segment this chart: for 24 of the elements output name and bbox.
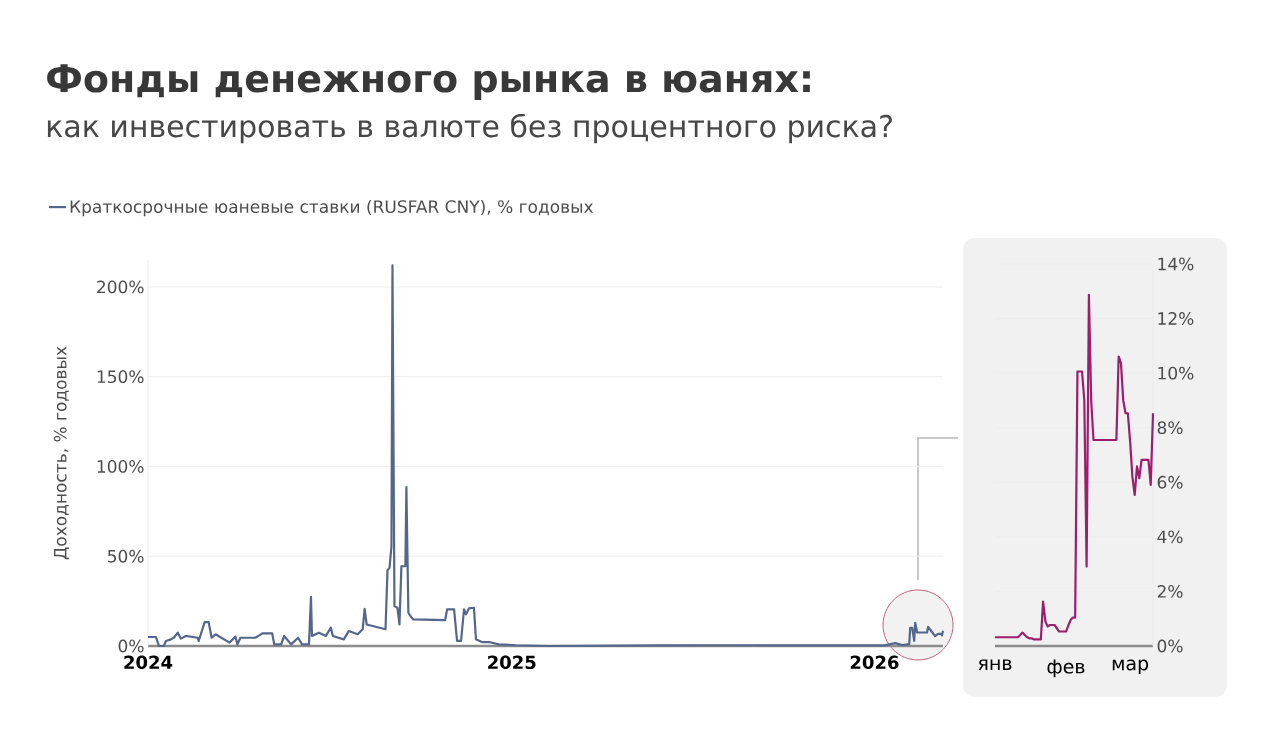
y-tick-label: 50% [108,549,144,563]
line-series [146,264,945,648]
y-tick-label: 14% [1158,257,1194,271]
x-tick-label: 2024 [124,655,173,670]
y-tick-label: 10% [1158,366,1194,380]
y-tick-label: 12% [1158,312,1194,325]
x-tick-label: 2025 [488,655,536,670]
x-tick-label: фев [1047,659,1085,678]
y-tick-label: 150% [97,370,144,384]
y-tick-label: 2% [1157,584,1183,598]
y-tick-label: 6% [1157,475,1183,489]
x-tick-label: мар [1112,659,1149,675]
y-tick-label: 0% [1157,639,1183,653]
chart-title: Фонды денежного рынка в юанях: [47,64,810,100]
y-tick-label: 200% [97,280,144,294]
y-axis-title: Доходность, % годовых [53,346,70,560]
y-tick-label: 100% [97,460,144,473]
x-tick-label: 2026 [850,655,899,670]
x-tick-label: янв [978,659,1012,670]
legend-label: Краткосрочные юаневые ставки (RUSFAR CNY), % годовых [70,199,594,217]
y-tick-label: 4% [1157,530,1183,544]
chart-subtitle: как инвестировать в валюте без процентного риска? [47,113,892,144]
y-tick-label: 0% [118,639,144,653]
y-tick-label: 8% [1157,421,1183,435]
